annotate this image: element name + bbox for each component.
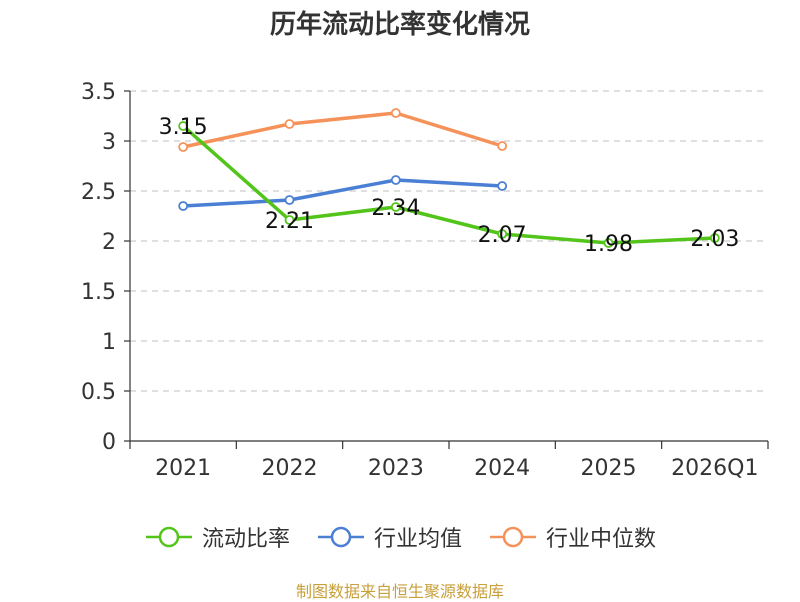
legend-item[interactable]: 流动比率	[144, 521, 290, 553]
x-tick-label: 2021	[155, 456, 211, 481]
y-tick-label: 1	[102, 330, 116, 355]
y-tick-label: 3	[102, 130, 116, 155]
data-point	[178, 201, 189, 211]
data-label: 2.21	[265, 209, 314, 234]
data-point	[284, 195, 295, 205]
series-line	[181, 111, 504, 149]
data-point	[390, 202, 401, 212]
data-point	[284, 215, 295, 225]
data-point	[603, 238, 614, 248]
legend-item[interactable]: 行业中位数	[488, 521, 656, 553]
y-tick-label: 1.5	[81, 280, 116, 305]
data-point	[497, 141, 508, 151]
data-point	[497, 181, 508, 191]
y-tick-label: 0.5	[81, 380, 116, 405]
data-label: 2.03	[690, 227, 739, 252]
axes: 0 0.5 1 1.5 2 2.5 3 3.5 2021 2022 2023 2024 2025 2026…	[81, 80, 769, 481]
series-lines	[178, 108, 720, 248]
legend-label: 流动比率	[201, 527, 290, 552]
data-point	[390, 175, 401, 185]
data-labels: 3.15 2.21 2.34 2.07 1.98 2.03	[159, 115, 740, 257]
y-tick-label: 0	[102, 430, 116, 455]
legend-marker-icon	[145, 526, 192, 548]
legend-item[interactable]: 行业均值	[316, 521, 462, 553]
data-point	[178, 121, 189, 131]
y-tick-label: 3.5	[81, 80, 116, 105]
x-tick-label: 2025	[581, 456, 637, 481]
legend-marker-icon	[490, 526, 536, 548]
series-line	[181, 124, 717, 245]
y-tick-label: 2.5	[81, 180, 116, 205]
legend: 流动比率 行业均值 行业中位数	[0, 520, 800, 554]
series-line	[181, 178, 504, 208]
y-tick-label: 2	[102, 230, 116, 255]
data-label: 2.34	[371, 196, 420, 221]
data-point	[390, 108, 401, 118]
x-tick-label: 2024	[474, 456, 530, 481]
data-label: 2.07	[478, 223, 527, 248]
data-label: 3.15	[159, 115, 208, 140]
data-label: 1.98	[584, 232, 633, 257]
legend-label: 行业中位数	[546, 527, 657, 552]
legend-label: 行业均值	[373, 527, 462, 552]
x-tick-label: 2023	[368, 456, 424, 481]
legend-marker-icon	[317, 526, 364, 548]
x-tick-label: 2026Q1	[671, 456, 758, 481]
x-tick-label: 2022	[262, 456, 318, 481]
data-point	[178, 142, 189, 152]
chart-title: 历年流动比率变化情况	[269, 10, 530, 40]
data-point	[709, 233, 720, 243]
data-point	[497, 229, 508, 239]
data-point	[284, 119, 295, 129]
source-note: 制图数据来自恒生聚源数据库	[295, 582, 504, 601]
